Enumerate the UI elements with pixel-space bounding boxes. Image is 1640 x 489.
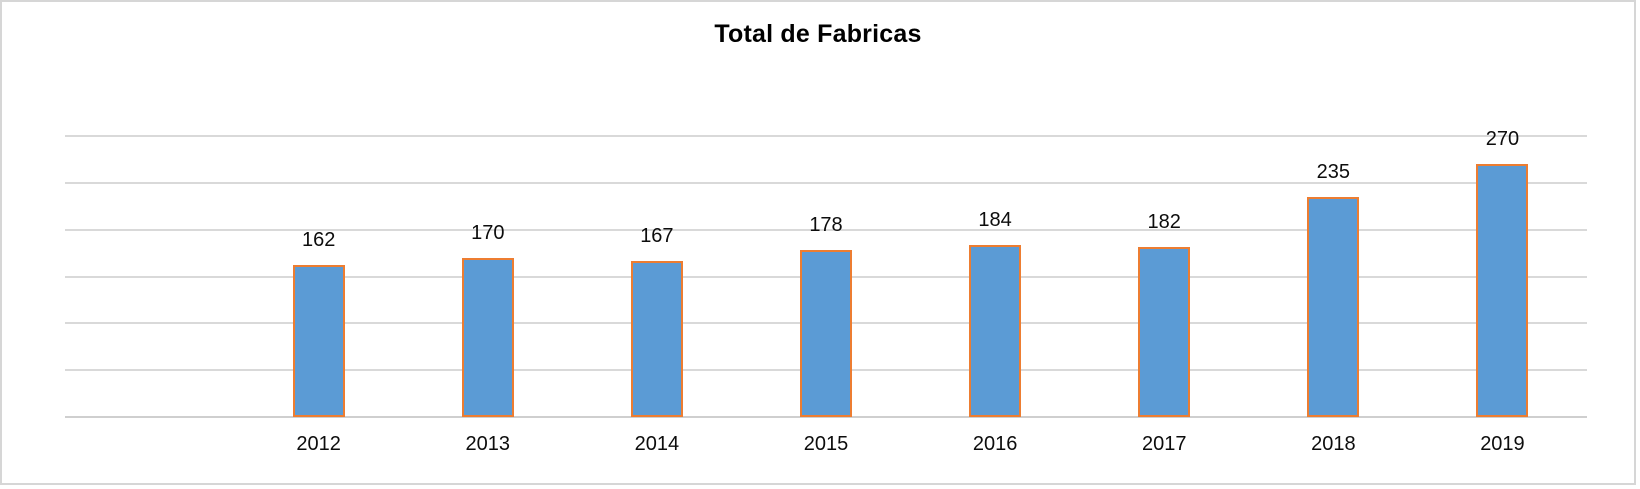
- gridline-300: [65, 135, 1587, 137]
- bar-value-label-2013: 170: [471, 221, 505, 244]
- bar-2015: [800, 250, 852, 417]
- bar-2017: [1138, 246, 1191, 417]
- bar-2012: [292, 265, 345, 417]
- x-tick-label-2016: 2016: [972, 433, 1018, 455]
- bar-value-label-2017: 182: [1147, 210, 1181, 233]
- x-axis-line: [65, 416, 1587, 418]
- x-tick-label-2018: 2018: [1311, 433, 1356, 455]
- x-tick-label-2019: 2019: [1480, 433, 1525, 455]
- plot-area: 162 2012 170 2013 167 2014 178 2015 184 2016 182 20…: [65, 128, 1587, 455]
- gridline-200: [65, 228, 1587, 231]
- bar-2019: [1476, 164, 1529, 417]
- bar-value-label-2015: 178: [809, 214, 843, 237]
- bar-2013: [461, 257, 514, 417]
- bar-value-label-2012: 162: [301, 229, 336, 252]
- bar-2016: [969, 244, 1022, 417]
- x-tick-label-2015: 2015: [803, 433, 849, 455]
- x-tick-label-2014: 2014: [634, 433, 680, 455]
- bar-value-label-2014: 167: [640, 224, 674, 247]
- bar-2018: [1307, 196, 1360, 417]
- gridline-250: [65, 181, 1587, 184]
- x-tick-label-2013: 2013: [465, 433, 511, 455]
- chart-title: Total de Fabricas: [714, 20, 922, 48]
- x-tick-label-2017: 2017: [1141, 433, 1187, 455]
- bar-value-label-2019: 270: [1485, 128, 1520, 151]
- bar-2014: [630, 260, 683, 417]
- bar-value-label-2018: 235: [1316, 160, 1351, 183]
- bar-value-label-2016: 184: [978, 208, 1012, 231]
- x-tick-label-2012: 2012: [296, 433, 341, 455]
